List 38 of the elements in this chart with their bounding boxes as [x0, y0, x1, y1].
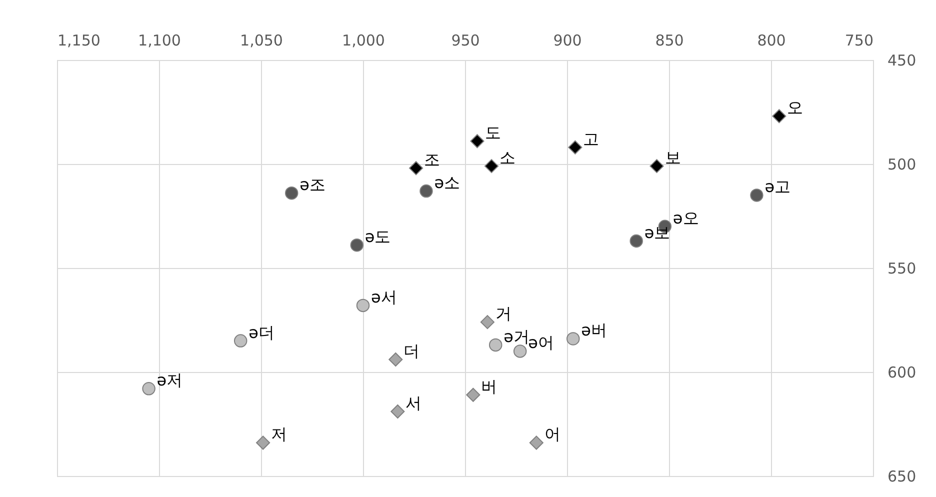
- y-tick-label: 500: [888, 156, 916, 174]
- x-tick-label: 1,050: [240, 32, 283, 50]
- annotation: 조: [424, 150, 440, 170]
- x-tick-label: 850: [655, 32, 684, 50]
- x-tick-label: 1,100: [138, 32, 181, 50]
- annotation: 서: [406, 394, 422, 413]
- annotation: 거: [495, 304, 512, 324]
- annotation: ə거: [504, 326, 530, 346]
- annotation: ə고: [764, 177, 791, 196]
- annotation: 저: [271, 424, 288, 444]
- x-tick-label: 950: [451, 32, 480, 50]
- x-tick-label: 900: [553, 32, 582, 50]
- annotation: 어: [544, 424, 560, 444]
- annotation: ə어: [528, 333, 554, 352]
- annotation: ə오: [672, 208, 699, 228]
- annotation: ə서: [371, 287, 397, 306]
- annotation: 고: [583, 129, 600, 148]
- annotation: ə조: [300, 175, 326, 194]
- y-tick-label: 550: [888, 260, 916, 278]
- annotation: ə도: [364, 227, 391, 246]
- annotation: 오: [787, 98, 804, 118]
- annotation: 더: [404, 342, 420, 361]
- x-tick-label: 750: [844, 32, 874, 50]
- x-tick-label: 1,150: [58, 32, 100, 50]
- annotation: 소: [500, 148, 516, 168]
- annotation: ə소: [434, 173, 460, 192]
- y-tick-label: 450: [888, 52, 916, 70]
- annotation: ə버: [581, 320, 607, 340]
- x-tick-label: 800: [757, 32, 786, 50]
- annotation: ə보: [644, 222, 670, 242]
- annotation: 보: [664, 148, 681, 168]
- x-tick-label: 1,000: [342, 32, 385, 50]
- annotation: ə저: [156, 370, 183, 390]
- y-tick-label: 600: [888, 364, 916, 382]
- annotation: 도: [485, 123, 502, 142]
- y-tick-label: 650: [888, 468, 916, 486]
- annotation: 버: [481, 376, 498, 396]
- annotation: ə더: [248, 322, 274, 342]
